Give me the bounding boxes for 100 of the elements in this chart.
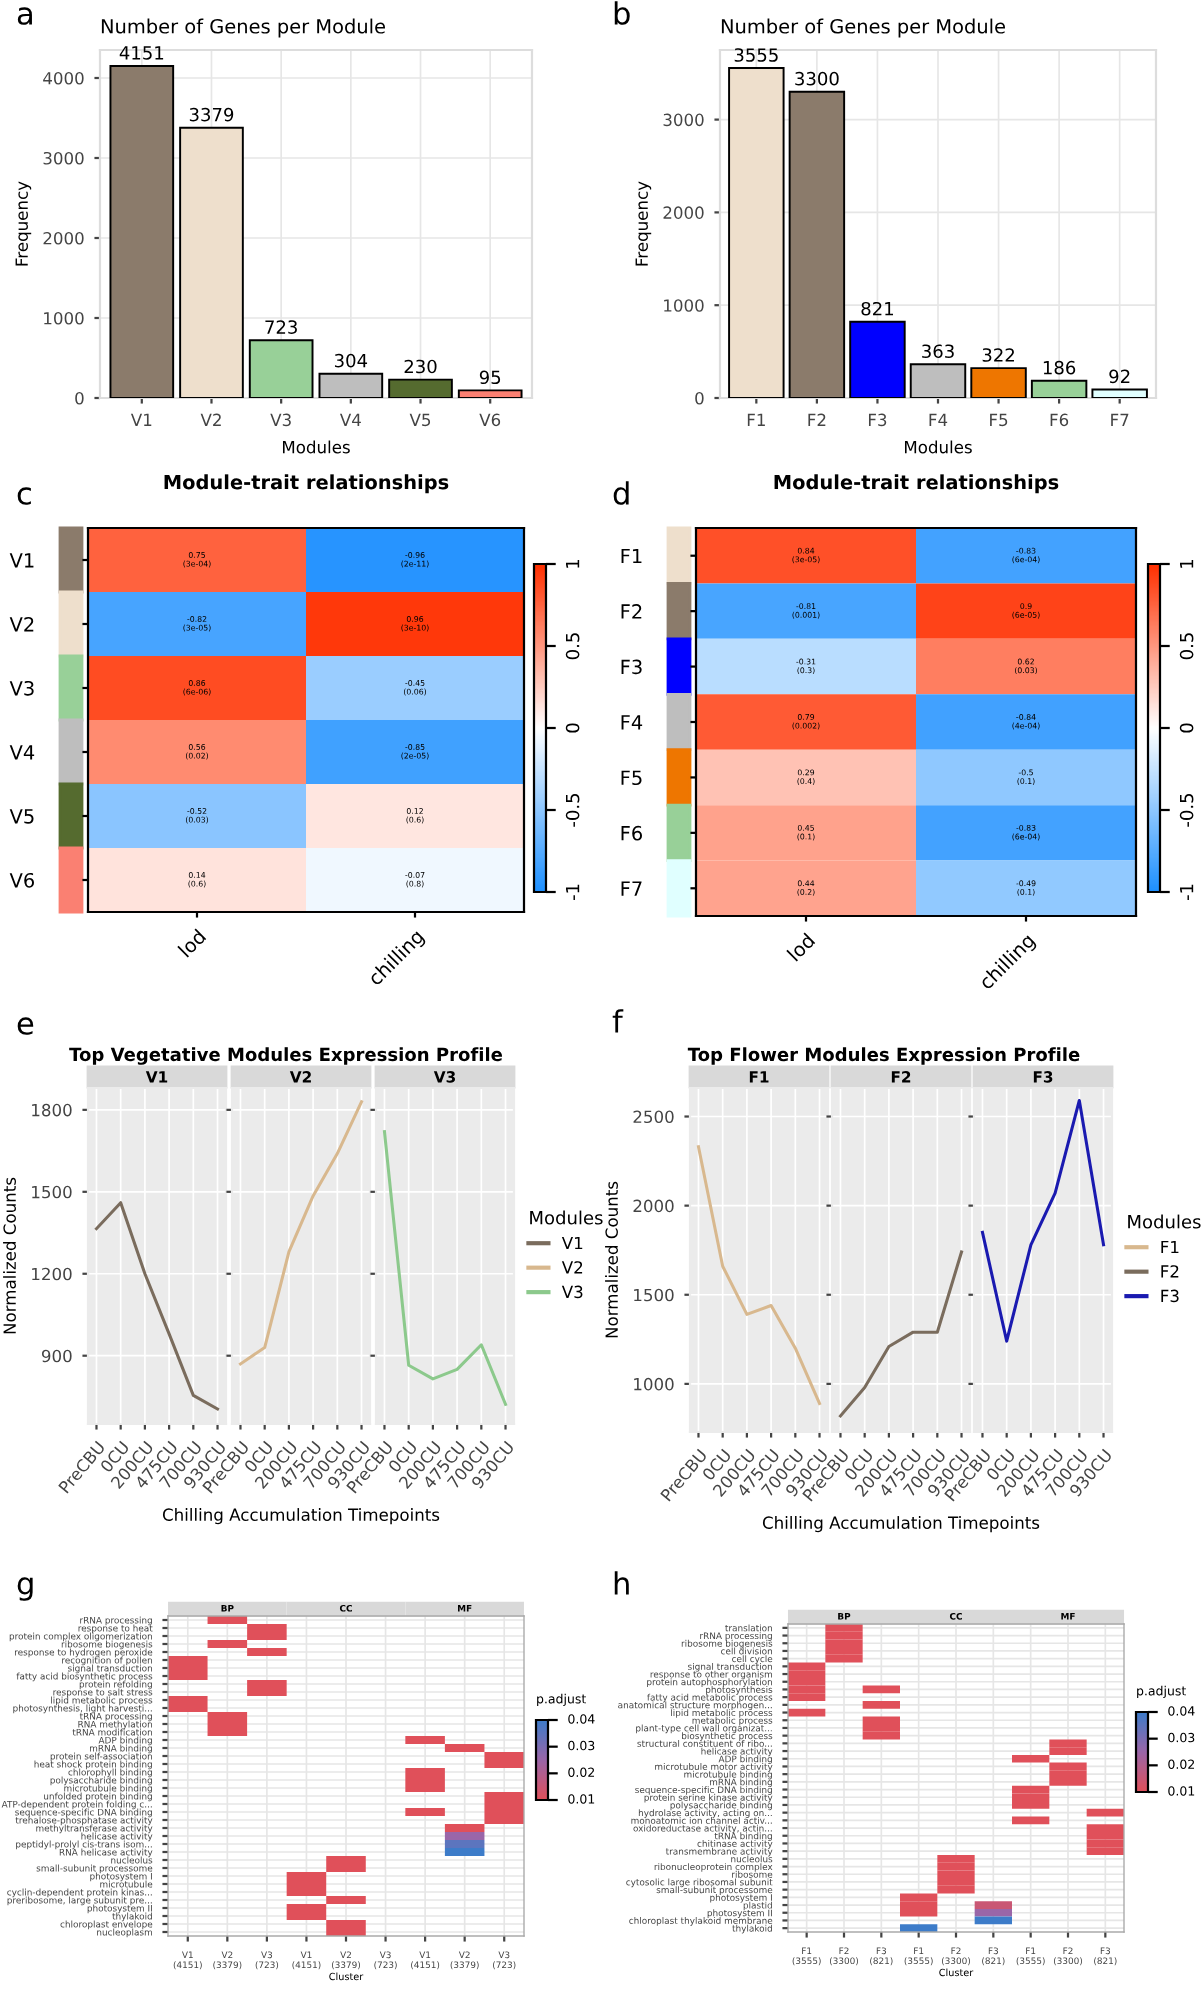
- legend-label: F3: [1161, 1289, 1179, 1303]
- bar: [318, 372, 384, 398]
- text: g: [17, 1577, 33, 1601]
- x-tick-label: F6: [1050, 413, 1069, 427]
- chart-title: Number of Genes per Module: [101, 18, 385, 38]
- y-tick-label: F5: [621, 770, 642, 786]
- bar: [970, 367, 1027, 398]
- x-tick-label: F3: [868, 413, 887, 427]
- y-tick-label: 0: [695, 391, 704, 405]
- y-axis-title: Normalized Counts: [3, 1177, 16, 1334]
- color-bar-label: 0: [565, 723, 580, 733]
- x-tick-label: lod: [177, 928, 207, 958]
- data-label: 821: [861, 301, 894, 316]
- y-tick-label: 2000: [633, 1199, 674, 1213]
- data-label: 92: [1109, 369, 1130, 384]
- bar: [728, 67, 785, 398]
- color-bar-label: 0.5: [1179, 633, 1194, 660]
- y-tick-label: 2000: [663, 206, 704, 219]
- y-tick-label: V2: [9, 616, 34, 632]
- legend-title: Modules: [530, 1210, 603, 1225]
- data-label: 4151: [119, 46, 164, 60]
- bar: [909, 363, 967, 398]
- text: c: [17, 487, 31, 505]
- text: Top Flower Modules Expression Profile: [687, 1047, 1080, 1065]
- y-tick-label: 900: [41, 1349, 72, 1363]
- x-tick-label: lod: [786, 932, 816, 962]
- x-tick-label: F4: [929, 413, 948, 426]
- bar: [109, 64, 175, 398]
- text: d: [613, 481, 629, 505]
- y-tick-label: 1000: [664, 299, 704, 312]
- color-bar-label: -0.5: [565, 793, 580, 827]
- text: h: [614, 1571, 629, 1595]
- bar: [388, 378, 453, 398]
- chart-title: Module-trait relationships: [164, 474, 449, 494]
- y-tick-label: V4: [9, 745, 35, 760]
- data-label: 186: [1043, 360, 1076, 375]
- y-tick-label: 1000: [634, 1377, 674, 1391]
- y-tick-label: F3: [621, 659, 642, 675]
- bar: [1030, 379, 1088, 398]
- y-axis-title: Normalized Counts: [605, 1181, 618, 1338]
- x-tick-label: V4: [339, 413, 361, 426]
- text: b: [614, 1, 630, 25]
- text: a: [17, 7, 32, 25]
- chart-title: Number of Genes per Module: [721, 18, 1005, 38]
- y-tick-label: F4: [621, 715, 643, 730]
- data-label: 723: [265, 320, 297, 334]
- color-bar-label: -0.5: [1179, 793, 1194, 827]
- data-label: 230: [404, 359, 437, 374]
- y-tick-label: V6: [9, 872, 34, 888]
- text: e: [17, 1017, 34, 1035]
- line-series: [94, 1201, 220, 1411]
- y-tick-label: 0: [75, 391, 84, 405]
- data-label: 363: [922, 344, 954, 359]
- text: Top Vegetative Modules Expression Profile: [69, 1047, 503, 1065]
- y-tick-label: 4000: [43, 71, 84, 85]
- y-tick-label: V3: [9, 680, 34, 696]
- chart-title: Module-trait relationships: [774, 474, 1059, 494]
- data-label: 304: [334, 353, 368, 368]
- y-tick-label: V5: [9, 809, 34, 824]
- legend-label: V1: [561, 1236, 583, 1250]
- x-tick-label: V3: [270, 413, 291, 427]
- legend-label: F2: [1161, 1265, 1179, 1278]
- legend-title: Modules: [1128, 1214, 1201, 1229]
- x-axis-title: Modules: [904, 440, 972, 454]
- y-tick-label: 3000: [43, 151, 84, 165]
- y-tick-label: F6: [621, 825, 642, 841]
- color-bar-label: -1: [1180, 884, 1194, 901]
- bar: [457, 389, 523, 398]
- y-tick-label: F1: [621, 548, 642, 564]
- line-series: [696, 1145, 822, 1406]
- x-tick-label: F7: [1111, 413, 1129, 426]
- data-label: 3300: [795, 71, 839, 86]
- y-tick-label: V1: [9, 553, 34, 568]
- x-axis-title: Modules: [282, 440, 350, 454]
- data-label: 3379: [189, 107, 234, 122]
- y-axis-title: Frequency: [15, 181, 32, 266]
- color-bar-label: 0.5: [565, 633, 580, 660]
- color-bar-label: 0: [1179, 723, 1194, 733]
- color-bar-label: 1: [1180, 559, 1194, 568]
- bar: [849, 320, 906, 398]
- x-tick-label: V6: [479, 413, 501, 427]
- x-axis-title: Chilling Accumulation Timepoints: [162, 1508, 440, 1525]
- y-tick-label: 1200: [32, 1267, 72, 1281]
- y-tick-label: 1500: [32, 1185, 72, 1199]
- y-tick-label: 1500: [634, 1288, 674, 1302]
- data-label: 322: [982, 348, 1014, 362]
- y-tick-label: F2: [621, 604, 642, 619]
- color-bar-label: 1: [566, 559, 580, 568]
- y-tick-label: 1800: [32, 1103, 72, 1117]
- y-tick-label: F7: [621, 881, 642, 896]
- bar: [1091, 388, 1148, 398]
- y-tick-label: 2500: [633, 1110, 674, 1124]
- data-label: 3555: [734, 48, 778, 62]
- y-axis-title: Frequency: [635, 181, 652, 266]
- y-tick-label: 2000: [43, 231, 84, 245]
- x-tick-label: V5: [409, 413, 431, 427]
- text: f: [612, 1009, 624, 1033]
- color-bar-label: -1: [566, 884, 580, 901]
- bar: [248, 339, 314, 398]
- x-axis-title: Chilling Accumulation Timepoints: [762, 1516, 1040, 1533]
